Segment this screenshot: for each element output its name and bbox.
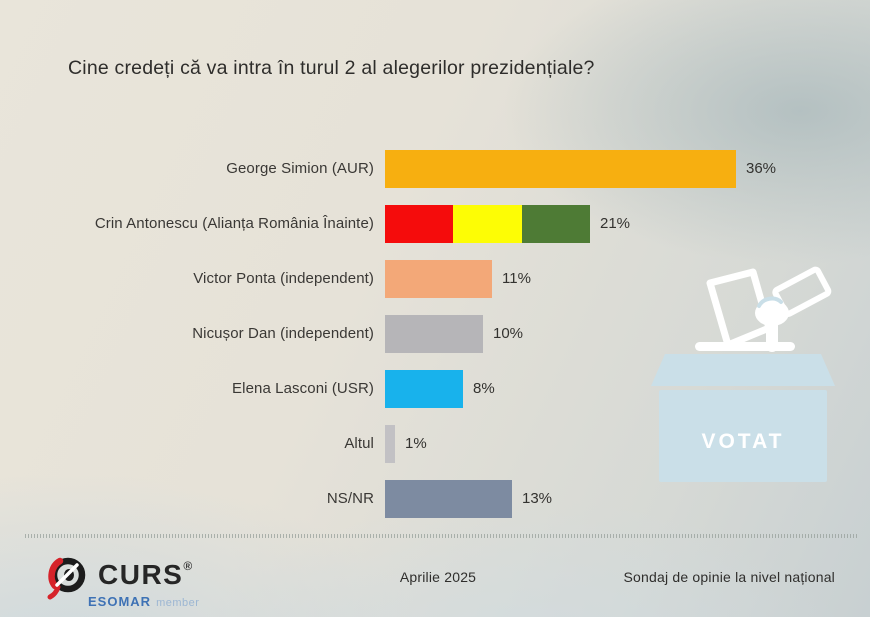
esomar-label: ESOMAR (88, 594, 152, 609)
curs-logo: CURS® ESOMAR member (44, 553, 274, 613)
bar-row: Elena Lasconi (USR) 8% (0, 361, 690, 416)
curs-wordmark: CURS® (98, 559, 193, 590)
value-label: 36% (746, 160, 777, 177)
bar-wrap: 1% (385, 424, 427, 463)
category-label: Crin Antonescu (Alianța România Înainte) (94, 215, 374, 232)
chart-title: Cine credeți că va intra în turul 2 al a… (68, 57, 595, 79)
bar (385, 479, 512, 518)
ballot-box-icon: VOTAT (651, 266, 835, 482)
bar-row: NS/NR 13% (0, 471, 690, 526)
bar (385, 204, 590, 243)
value-label: 21% (600, 215, 631, 232)
bar-segment (521, 204, 590, 243)
bar-row: Altul 1% (0, 416, 690, 471)
esomar-member-label: member (156, 597, 200, 609)
votat-text: VOTAT (701, 430, 784, 453)
bar-segment (453, 204, 522, 243)
value-label: 8% (473, 380, 495, 397)
bar (385, 424, 395, 463)
bar-row: George Simion (AUR) 36% (0, 141, 776, 196)
survey-date: Aprilie 2025 (399, 569, 477, 585)
category-label: Altul (344, 435, 374, 452)
value-label: 13% (522, 490, 553, 507)
value-label: 11% (502, 270, 531, 287)
bar-row: Victor Ponta (independent) 11% (0, 251, 690, 306)
bar (385, 314, 483, 353)
esomar-badge: ESOMAR member (88, 593, 199, 611)
category-label: Elena Lasconi (USR) (232, 380, 374, 397)
survey-scope-note: Sondaj de opinie la nivel național (623, 569, 835, 585)
bar-wrap: 36% (385, 149, 777, 188)
dotted-divider (25, 534, 857, 538)
bar-segment (385, 204, 454, 243)
bar-row: Nicușor Dan (independent) 10% (0, 306, 690, 361)
value-label: 10% (493, 325, 524, 342)
bar-wrap: 8% (385, 369, 495, 408)
bar (385, 149, 736, 188)
category-label: NS/NR (326, 490, 374, 507)
category-label: George Simion (AUR) (226, 160, 374, 177)
category-label: Victor Ponta (independent) (193, 270, 374, 287)
curs-logo-icon (47, 557, 86, 600)
registered-mark: ® (183, 559, 193, 573)
bar-wrap: 11% (385, 259, 531, 298)
category-label: Nicușor Dan (independent) (192, 325, 374, 342)
bar-wrap: 21% (385, 204, 631, 243)
bar-wrap: 10% (385, 314, 524, 353)
bar-row: Crin Antonescu (Alianța România Înainte)… (0, 196, 690, 251)
poll-bar-chart: George Simion (AUR) 36% Crin Antonescu (Al… (0, 141, 776, 526)
value-label: 1% (405, 435, 427, 452)
ballot-slot (695, 342, 795, 351)
bar (385, 369, 463, 408)
bar-wrap: 13% (385, 479, 553, 518)
bar (385, 259, 492, 298)
